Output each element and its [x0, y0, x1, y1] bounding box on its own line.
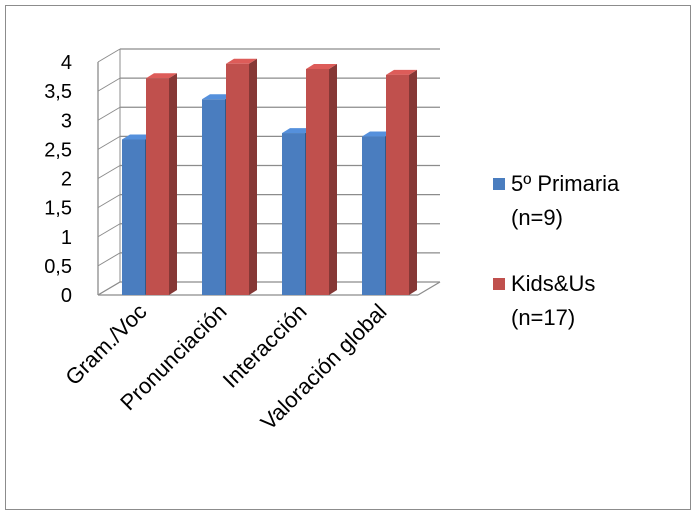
- y-tick-label: 1,5: [44, 198, 72, 220]
- x-axis-categories: Gram./VocPronunciaciónInteracciónValorac…: [60, 299, 391, 435]
- gridline-side: [97, 48, 121, 63]
- legend-label: 5º Primaria: [511, 171, 620, 196]
- y-tick-label: 2: [61, 169, 72, 191]
- y-tick-label: 0: [61, 285, 72, 307]
- bar-top: [202, 94, 233, 100]
- bar-front: [282, 133, 305, 295]
- legend-swatch: [493, 278, 505, 290]
- bar-top: [282, 128, 313, 134]
- bar-front: [122, 139, 145, 295]
- bar-top: [306, 63, 337, 69]
- bars: [122, 58, 417, 296]
- bar: [306, 63, 337, 295]
- bar-front: [362, 136, 385, 295]
- y-tick-label: 0,5: [44, 256, 72, 278]
- bar: [226, 58, 257, 296]
- gridline-side: [97, 106, 121, 121]
- gridline-side: [97, 252, 121, 267]
- bar-top: [226, 58, 257, 64]
- bar-front: [202, 99, 225, 295]
- y-tick-label: 1: [61, 227, 72, 249]
- bar-top: [386, 69, 417, 75]
- bar-front: [226, 63, 249, 296]
- bar-top: [122, 134, 153, 140]
- legend-item: 5º Primaria (n=9): [493, 171, 620, 230]
- bar-chart: 0 0,5 1 1,5 2 2,5 3 3,5 4 Gram./VocPronunciación…: [44, 48, 620, 435]
- legend-label: Kids&Us: [511, 271, 595, 296]
- y-axis-ticks: 0 0,5 1 1,5 2 2,5 3 3,5 4: [44, 52, 72, 307]
- gridline-side: [97, 194, 121, 209]
- chart-frame: 0 0,5 1 1,5 2 2,5 3 3,5 4 Gram./Voc Pronunciación…: [5, 5, 691, 510]
- bar-side: [329, 63, 337, 295]
- legend-swatch: [493, 178, 505, 190]
- y-tick-label: 4: [61, 52, 72, 74]
- gridline-side: [97, 77, 121, 92]
- bar-front: [146, 78, 169, 295]
- y-tick-label: 2,5: [44, 139, 72, 161]
- y-tick-label: 3: [61, 110, 72, 132]
- bar-side: [249, 58, 257, 296]
- bar-front: [386, 74, 409, 295]
- legend: 5º Primaria (n=9) Kids&Us (n=17): [493, 171, 620, 330]
- legend-label: (n=17): [511, 305, 575, 330]
- floor-left-edge: [97, 281, 121, 296]
- bar-side: [409, 69, 417, 295]
- gridline-side: [97, 223, 121, 238]
- floor-right-edge: [417, 281, 441, 296]
- legend-label: (n=9): [511, 205, 563, 230]
- bar-top: [362, 131, 393, 137]
- gridline-side: [97, 135, 121, 150]
- y-tick-label: 3,5: [44, 81, 72, 103]
- bar: [146, 73, 177, 295]
- bar-side: [169, 73, 177, 295]
- gridline-side: [97, 165, 121, 179]
- bar: [386, 69, 417, 295]
- bar-front: [306, 68, 329, 295]
- legend-item: Kids&Us (n=17): [493, 271, 595, 330]
- bar-top: [146, 73, 177, 79]
